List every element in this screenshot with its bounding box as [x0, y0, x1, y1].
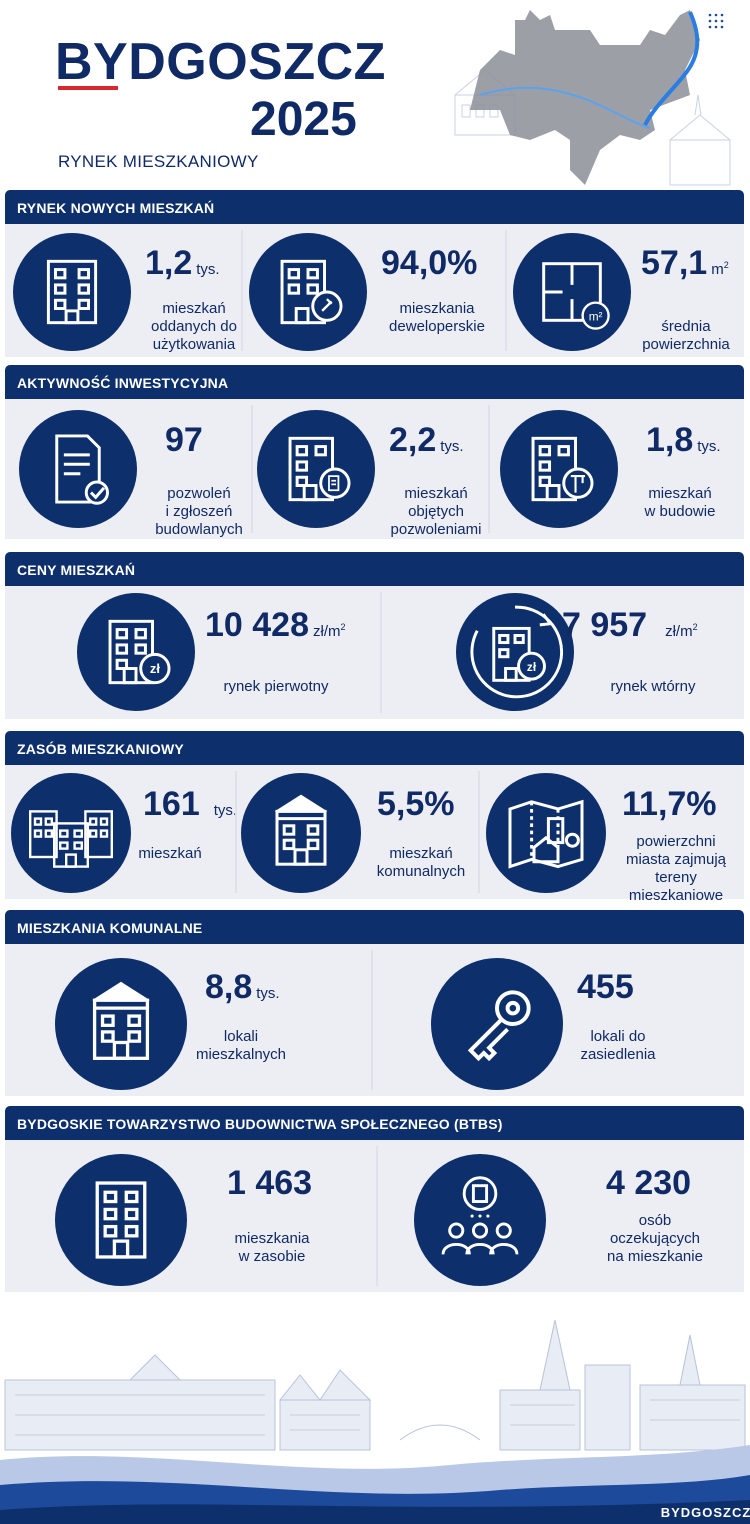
divider: [235, 771, 237, 893]
divider: [505, 230, 507, 351]
divider: [488, 405, 490, 533]
divider: [380, 592, 382, 713]
stat-card: 1,8 tys. mieszkań w budowie: [490, 399, 744, 539]
stat-card: 1 463 mieszkania w zasobie: [5, 1140, 375, 1292]
stat-card: 8,8 tys. lokali mieszkalnych: [5, 944, 370, 1096]
stat-value: 8,8 tys.: [205, 968, 280, 1006]
stat-label: mieszkań w budowie: [644, 485, 716, 520]
svg-text:m²: m²: [589, 310, 603, 323]
stat-value: 161 tys.: [143, 785, 238, 823]
stat-label: rynek pierwotny: [223, 678, 329, 695]
building-price-cycle-icon: zł: [456, 593, 574, 711]
stat-card: zł 7 957 zł/m2 rynek wtórny: [382, 586, 744, 719]
stat-value: 7 957 zł/m2: [562, 606, 698, 644]
stat-value: 10 428 zł/m2: [205, 606, 346, 644]
building-price-icon: zł: [77, 593, 195, 711]
city-skyline-illustration: BYDGOSZCZ: [0, 1319, 750, 1524]
stat-value: 57,1 m2: [641, 244, 729, 282]
stat-card: m² 57,1 m2 średnia powierzchnia: [507, 224, 744, 357]
stat-card: 5,5% mieszkań komunalnych: [237, 765, 477, 899]
document-signed-icon: [19, 410, 137, 528]
section-title-investment: AKTYWNOŚĆ INWESTYCYJNA: [5, 365, 744, 399]
stat-label: mieszkania deweloperskie: [389, 300, 485, 335]
stat-value: 4 230: [606, 1164, 692, 1202]
divider: [371, 950, 373, 1090]
svg-text:zł: zł: [150, 661, 160, 676]
building-crane-icon: [500, 410, 618, 528]
footer-logo-text: BYDGOSZCZ: [661, 1505, 750, 1520]
section-title-housing-stock: ZASÓB MIESZKANIOWY: [5, 731, 744, 765]
stat-label: osób oczekujących na mieszkanie: [607, 1212, 703, 1265]
section-new-housing: 1,2 tys. mieszkań oddanych do użytkowania…: [5, 224, 744, 357]
buildings-group-icon: [11, 773, 131, 893]
stat-card: 97 pozwoleń i zgłoszeń budowlanych: [5, 399, 250, 539]
people-waiting-icon: [414, 1154, 546, 1286]
stat-label: mieszkań objętych pozwoleniami: [390, 485, 482, 538]
stat-value: 5,5%: [377, 785, 455, 823]
stat-value: 1,8 tys.: [646, 421, 721, 459]
page-title: BYDGOSZCZ: [55, 33, 386, 91]
stat-value: 455: [577, 968, 634, 1006]
divider: [376, 1146, 378, 1286]
stat-label: mieszkań komunalnych: [376, 845, 466, 880]
stat-card: 455 lokali do zasiedlenia: [373, 944, 744, 1096]
municipal-building-icon: [55, 958, 187, 1090]
stat-value: 11,7%: [622, 785, 717, 823]
stat-card: 94,0% mieszkania deweloperskie: [243, 224, 505, 357]
section-investment: 97 pozwoleń i zgłoszeń budowlanych 2,2 ty…: [5, 399, 744, 539]
stat-value: 97: [165, 421, 203, 459]
section-title-btbs: BYDGOSKIE TOWARZYSTWO BUDOWNICTWA SPOŁEC…: [5, 1106, 744, 1140]
divider: [251, 405, 253, 533]
stat-card: 161 tys. mieszkań: [5, 765, 238, 899]
stat-value: 94,0%: [381, 244, 478, 282]
stat-value: 1,2 tys.: [145, 244, 220, 282]
city-map-illustration: [454, 10, 731, 186]
divider: [478, 771, 480, 893]
section-btbs: 1 463 mieszkania w zasobie 4 230 osób oc…: [5, 1140, 744, 1292]
stat-card: 4 230 osób oczekujących na mieszkanie: [378, 1140, 744, 1292]
key-icon: [431, 958, 563, 1090]
city-map-icon: [486, 773, 606, 893]
section-title-municipal: MIESZKANIA KOMUNALNE: [5, 910, 744, 944]
section-prices: zł 10 428 zł/m2 rynek pierwotny zł 7 957 z…: [5, 586, 744, 719]
svg-text:zł: zł: [527, 661, 537, 674]
stat-card: 11,7% powierzchni miasta zajmują tereny …: [480, 765, 744, 904]
section-title-prices: CENY MIESZKAŃ: [5, 552, 744, 586]
divider: [241, 230, 243, 351]
stat-card: 2,2 tys. mieszkań objętych pozwoleniami: [253, 399, 487, 539]
stat-label: mieszkania w zasobie: [234, 1230, 310, 1265]
stat-label: lokali do zasiedlenia: [580, 1028, 656, 1063]
stat-label: mieszkań oddanych do użytkowania: [151, 300, 237, 353]
stat-label: powierzchni miasta zajmują tereny mieszk…: [625, 833, 727, 904]
stat-label: mieszkań: [138, 845, 202, 862]
floor-plan-icon: m²: [513, 233, 631, 351]
stat-card: 1,2 tys. mieszkań oddanych do użytkowania: [5, 224, 240, 357]
title-accent-line: [58, 86, 118, 90]
stat-value: 1 463: [227, 1164, 313, 1202]
section-title-new-housing: RYNEK NOWYCH MIESZKAŃ: [5, 190, 744, 224]
stat-label: lokali mieszkalnych: [195, 1028, 287, 1063]
header: BYDGOSZCZ 2025 RYNEK MIESZKANIOWY: [0, 0, 750, 190]
stat-label: średnia powierzchnia: [642, 318, 730, 353]
apartment-building-icon: [13, 233, 131, 351]
municipal-building-icon: [241, 773, 361, 893]
stat-label: rynek wtórny: [610, 678, 696, 695]
section-municipal: 8,8 tys. lokali mieszkalnych 455 lokali d…: [5, 944, 744, 1096]
apartment-building-icon: [55, 1154, 187, 1286]
section-housing-stock: 161 tys. mieszkań 5,5% mieszkań komunalny…: [5, 765, 744, 904]
building-permit-icon: [257, 410, 375, 528]
page-subtitle: RYNEK MIESZKANIOWY: [58, 152, 259, 171]
building-key-icon: [249, 233, 367, 351]
page-year: 2025: [250, 93, 357, 146]
stat-card: zł 10 428 zł/m2 rynek pierwotny: [5, 586, 379, 719]
stat-value: 2,2 tys.: [389, 421, 464, 459]
stat-label: pozwoleń i zgłoszeń budowlanych: [155, 485, 243, 538]
